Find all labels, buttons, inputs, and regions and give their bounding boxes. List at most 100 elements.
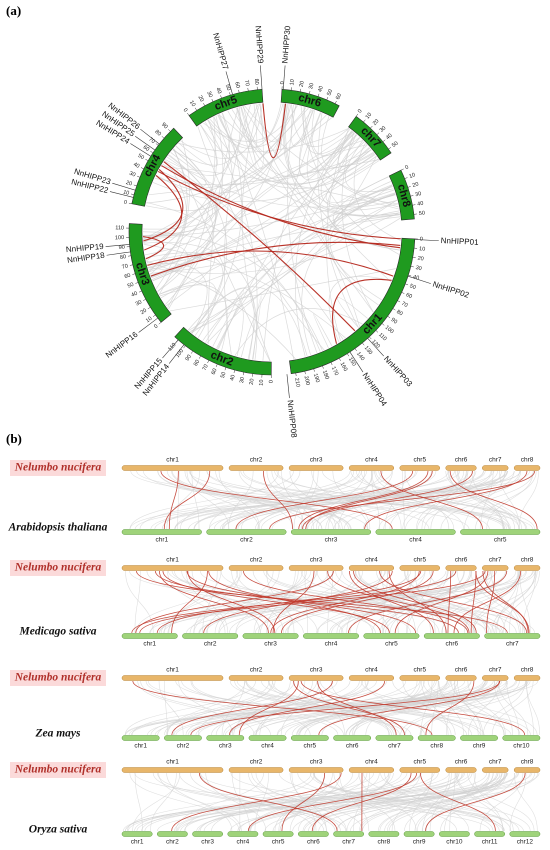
chromosome-bar: [164, 735, 202, 741]
synteny-link: [157, 470, 349, 530]
tick-mark: [137, 175, 140, 178]
chromosome-label: chr1: [166, 667, 179, 674]
synteny-link: [276, 680, 448, 736]
tick-mark: [387, 315, 391, 319]
synteny-link: [123, 772, 450, 832]
synteny-link: [404, 772, 494, 832]
chromosome-label: chr12: [517, 839, 534, 846]
tick-label: 110: [115, 225, 124, 231]
tick-mark: [220, 95, 222, 99]
tick-label: 90: [390, 317, 398, 325]
species-label: Medicago sativa: [19, 626, 97, 638]
chromosome-bar: [474, 831, 505, 837]
synteny-link: [268, 680, 468, 736]
gene-label: NnHIPP19: [66, 242, 105, 254]
chromosome-bar: [288, 675, 344, 681]
link: [159, 184, 393, 297]
synteny-link: [475, 470, 537, 530]
tick-label: 20: [125, 180, 133, 188]
chromosome-label: chr3: [325, 537, 338, 544]
chromosome-label: chr8: [521, 457, 534, 464]
link: [227, 103, 282, 143]
link: [158, 280, 217, 338]
tick-label: 40: [229, 374, 236, 381]
species-label: Oryza sativa: [29, 824, 88, 836]
tick-mark: [404, 177, 408, 179]
synteny-link: [158, 772, 242, 832]
link: [142, 231, 323, 351]
synteny-link: [174, 470, 455, 530]
species-label: Nelumbo nucifera: [14, 462, 102, 474]
tick-mark: [132, 273, 136, 275]
link: [190, 287, 255, 360]
tick-label: 100: [115, 235, 124, 241]
synteny-link: [498, 680, 529, 736]
tick-mark: [242, 372, 244, 376]
tick-label: 90: [185, 354, 193, 362]
synteny-link: [420, 680, 433, 736]
synteny-link: [348, 570, 508, 634]
synteny-link: [509, 772, 527, 832]
synteny-link: [360, 772, 490, 832]
tick-label: 130: [363, 345, 373, 356]
link: [143, 169, 184, 242]
chromosome-bar: [303, 633, 359, 639]
chromosome-bar: [121, 529, 202, 535]
tick-label: 80: [253, 78, 260, 85]
link: [146, 260, 296, 360]
synteny-link: [421, 680, 449, 736]
chromosome-bar: [121, 735, 160, 741]
synteny-link: [318, 772, 506, 832]
synteny-link: [456, 570, 506, 634]
chromosome-bar: [227, 831, 259, 837]
chromosome-label: chr4: [365, 759, 378, 766]
tick-mark: [382, 139, 386, 142]
synteny-link: [518, 470, 539, 530]
synteny-link: [318, 680, 500, 736]
synteny-link: [134, 772, 143, 832]
chromosome-label: chr6: [346, 743, 359, 750]
synteny-link: [453, 570, 522, 634]
synteny-link: [400, 680, 509, 736]
link: [178, 127, 349, 153]
synteny-link: [215, 680, 318, 736]
chromosome-bar: [445, 767, 477, 773]
tick-mark: [376, 132, 380, 135]
chromosome-label: chr2: [177, 743, 190, 750]
tick-mark: [145, 159, 149, 161]
gene-leader: [168, 344, 185, 364]
synteny-link: [251, 772, 363, 832]
synteny-link: [491, 570, 536, 634]
chromosome-bar: [121, 565, 224, 571]
synteny-link: [225, 680, 518, 736]
chromosome-bar: [228, 675, 284, 681]
synteny-link: [125, 570, 154, 634]
gene-label: NnHIPP16: [104, 329, 140, 359]
synteny-link: [191, 680, 344, 736]
synteny-link: [298, 470, 429, 530]
tick-mark: [392, 308, 396, 311]
synteny-link: [405, 470, 520, 530]
tick-label: 10: [188, 100, 196, 108]
chromosome-label: chr6: [455, 557, 468, 564]
chromosome-bar: [288, 565, 344, 571]
synteny-link: [406, 570, 432, 634]
synteny-link: [164, 680, 168, 736]
synteny-link: [190, 680, 501, 736]
synteny-link: [514, 772, 538, 832]
chromosome-label: chr3: [264, 641, 277, 648]
tick-label: 120: [370, 339, 381, 350]
synteny-link: [353, 680, 507, 736]
chromosome-bar: [482, 465, 509, 471]
synteny-link: [275, 570, 484, 634]
synteny-link: [206, 470, 504, 530]
link: [143, 189, 395, 238]
chromosome-bar: [439, 831, 470, 837]
link: [240, 193, 396, 358]
synteny-link: [147, 680, 407, 736]
tick-label: 40: [131, 291, 139, 299]
tick-label: 40: [417, 201, 424, 208]
chromosome-bar: [399, 565, 440, 571]
tick-mark: [317, 93, 320, 97]
